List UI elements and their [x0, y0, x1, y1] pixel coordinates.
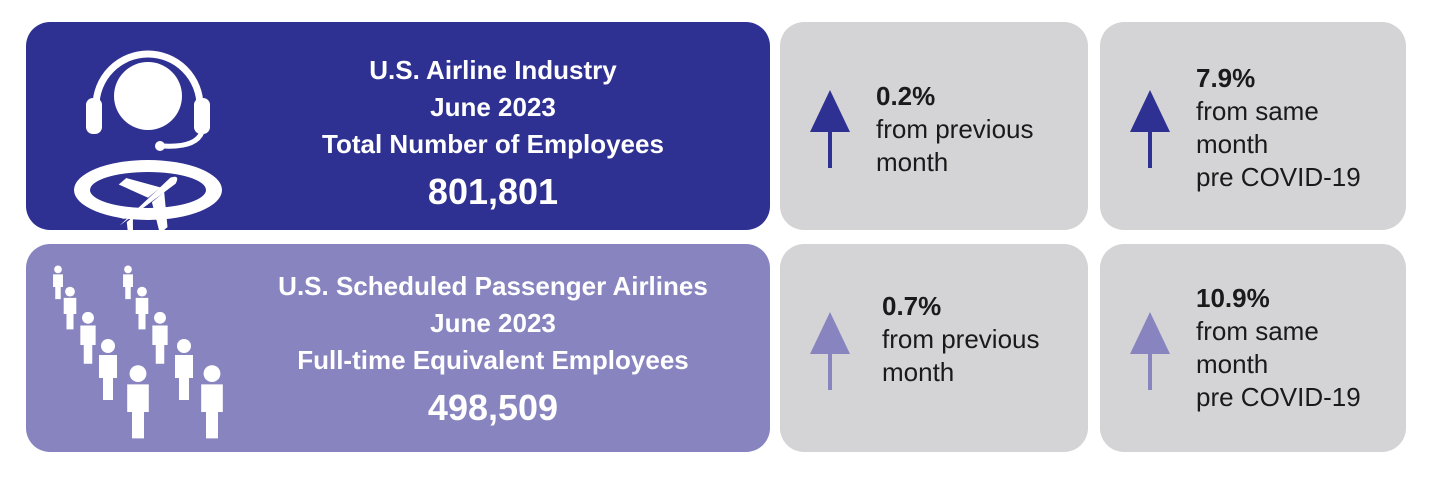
stat-percent: 0.7%	[882, 291, 942, 321]
stat-percent: 0.2%	[876, 81, 936, 111]
card-metric: Total Number of Employees	[322, 129, 664, 159]
airline-industry-card: U.S. Airline Industry June 2023 Total Nu…	[26, 22, 770, 237]
arrow-up-icon	[1130, 90, 1170, 168]
card-date: June 2023	[430, 92, 556, 122]
people-group-icon	[53, 265, 223, 439]
card-title: U.S. Scheduled Passenger Airlines	[278, 271, 708, 301]
card-value: 801,801	[427, 171, 559, 212]
stat-percent: 10.9%	[1196, 283, 1270, 313]
card-title: U.S. Airline Industry	[369, 55, 617, 85]
arrow-up-icon	[810, 90, 850, 168]
stat-card-monthly: 0.7% from previous month	[780, 244, 1088, 452]
card-metric: Full-time Equivalent Employees	[297, 345, 689, 375]
headset-airplane-icon	[74, 50, 222, 237]
stat-card-precovid: 10.9% from same month pre COVID-19	[1100, 244, 1406, 452]
stat-card-precovid: 7.9% from same month pre COVID-19	[1100, 22, 1406, 230]
stat-percent: 7.9%	[1196, 63, 1256, 93]
stat-description: from previous month	[882, 324, 1040, 387]
arrow-up-icon	[1130, 312, 1170, 390]
stat-description: from same month pre COVID-19	[1196, 96, 1361, 192]
card-value: 498,509	[427, 387, 559, 428]
card-date: June 2023	[430, 308, 556, 338]
arrow-up-icon	[810, 312, 850, 390]
stat-card-monthly: 0.2% from previous month	[780, 22, 1088, 230]
stat-description: from previous month	[876, 114, 1034, 177]
passenger-airlines-card: U.S. Scheduled Passenger Airlines June 2…	[26, 244, 770, 452]
stat-description: from same month pre COVID-19	[1196, 316, 1361, 412]
